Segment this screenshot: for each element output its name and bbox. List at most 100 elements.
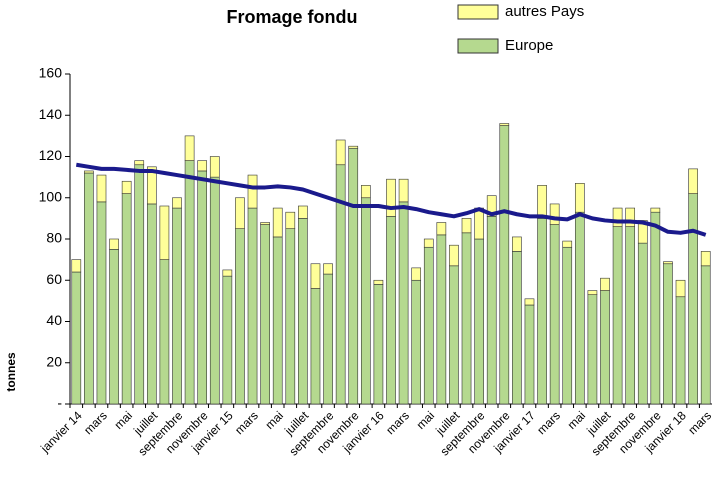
bar-segment (172, 207, 182, 405)
bar-segment (209, 156, 220, 178)
bar-segment (474, 238, 484, 405)
y-tick-label: 80 (46, 230, 62, 246)
y-tick-label: 60 (46, 271, 62, 287)
bar-segment (524, 298, 535, 306)
bar-segment (600, 290, 610, 405)
bar-segment (486, 195, 497, 217)
bar-segment (121, 193, 132, 405)
trend-line (75, 162, 707, 237)
bar-segment (310, 288, 321, 405)
bar-segment (247, 174, 258, 209)
bar-segment (84, 172, 94, 405)
bar-segment (411, 279, 422, 405)
bar-segment (323, 263, 333, 275)
bar-segment (172, 197, 182, 209)
bar-segment (159, 205, 170, 260)
y-tick-label: 100 (39, 188, 63, 204)
bar-segment (84, 170, 94, 174)
bar-segment (650, 207, 661, 213)
bar-segment (562, 246, 573, 405)
bar-segment (134, 164, 145, 405)
bar-segment (411, 267, 422, 281)
x-tick-label: mars (383, 408, 412, 437)
bar-segment (146, 203, 157, 405)
bar-segment (574, 211, 585, 405)
bar-segment (537, 218, 547, 405)
bar-segment (260, 222, 270, 225)
bar-segment (298, 218, 308, 405)
bar-segment (675, 279, 686, 298)
bar-segment (625, 226, 636, 405)
bar-segment (96, 201, 107, 405)
bar-segment (386, 216, 396, 405)
bar-segment (398, 178, 409, 203)
bar-segment (700, 251, 711, 267)
bar-segment (197, 160, 208, 172)
y-tick-label: - (57, 395, 62, 411)
bar-segment (423, 238, 434, 248)
bar-segment (650, 211, 661, 405)
bar-segment (663, 261, 673, 265)
x-tick-label: janvier 14 (37, 408, 85, 456)
bar-segment (512, 251, 522, 405)
bar-segment (235, 228, 245, 405)
legend-swatch (457, 4, 499, 20)
bar-segment (499, 123, 510, 126)
bar-segment (235, 197, 245, 229)
bar-segment (386, 178, 396, 217)
bar-segment (184, 135, 195, 161)
bar-segment (549, 203, 560, 225)
y-tick-label: 160 (39, 65, 63, 81)
bar-segment (612, 226, 623, 405)
bar-segment (96, 174, 107, 203)
bar-segment (134, 160, 145, 166)
x-tick-label: mars (81, 408, 110, 437)
x-tick-label: mars (685, 408, 714, 437)
bar-segment (109, 238, 119, 250)
bar-segment (600, 277, 610, 291)
y-tick-label: 140 (39, 106, 63, 122)
bar-segment (159, 259, 170, 405)
bar-segment (700, 265, 711, 405)
bar-segment (247, 207, 258, 405)
bar-segment (562, 240, 573, 248)
bar-segment (71, 271, 82, 405)
bar-segment (323, 273, 333, 405)
bar-segment (486, 216, 497, 405)
bar-segment (335, 139, 346, 166)
x-tick-label: mars (534, 408, 563, 437)
bar-segment (587, 290, 598, 295)
y-tick-label: 20 (46, 353, 62, 369)
bar-segment (197, 170, 208, 405)
bar-segment (209, 176, 220, 405)
y-tick-label: 40 (46, 312, 62, 328)
bar-segment (222, 269, 233, 277)
y-axis-label: tonnes (4, 352, 18, 392)
chart-title: Fromage fondu (227, 7, 358, 27)
bar-segment (71, 259, 82, 273)
bar-segment (524, 304, 535, 405)
bar-segment (512, 236, 522, 252)
bar-segment (549, 224, 560, 405)
bar-segment (675, 296, 686, 405)
bar-segment (688, 193, 698, 405)
bar-segment (222, 275, 233, 405)
bar-segment (360, 197, 371, 405)
legend-swatch (457, 38, 499, 54)
bar-segment (625, 207, 636, 227)
bar-segment (285, 211, 296, 229)
bar-segment (121, 180, 132, 194)
legend-label: Europe (505, 37, 553, 54)
bar-segment (449, 244, 459, 267)
bar-segment (272, 207, 283, 238)
bar-segment (146, 166, 157, 205)
bar-segment (612, 207, 623, 227)
bar-segment (637, 242, 648, 405)
bar-segment (348, 147, 359, 405)
bar-segment (436, 222, 447, 236)
bar-segment (461, 218, 472, 234)
bar-segment (574, 183, 585, 213)
bar-segment (637, 220, 648, 244)
bar-segment (285, 228, 296, 405)
bar-segment (499, 125, 510, 405)
